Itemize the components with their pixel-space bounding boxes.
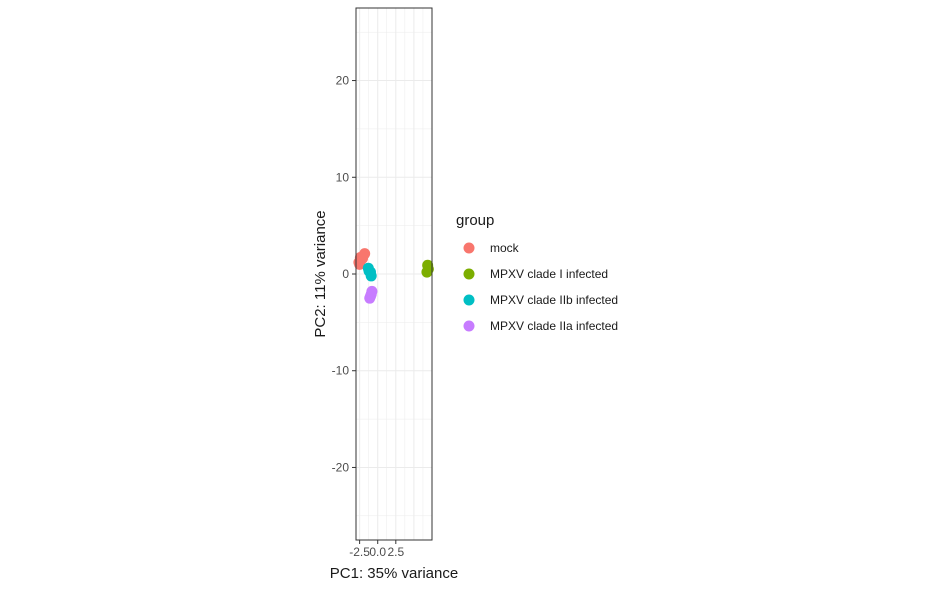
legend-label: MPXV clade IIa infected xyxy=(490,319,618,333)
y-tick-label: 10 xyxy=(336,170,350,184)
legend-label: mock xyxy=(490,241,520,255)
data-point xyxy=(359,248,371,260)
x-tick-label: -2.5 xyxy=(349,545,370,559)
legend-label: MPXV clade I infected xyxy=(490,267,608,281)
y-axis-title: PC2: 11% variance xyxy=(312,210,329,337)
legend-title: group xyxy=(456,212,494,229)
legend-key xyxy=(463,320,475,332)
data-point xyxy=(363,265,375,277)
legend-key xyxy=(463,242,475,254)
data-point xyxy=(364,292,376,304)
y-tick-label: 20 xyxy=(336,74,350,88)
data-point xyxy=(354,258,366,270)
y-tick-label: 0 xyxy=(342,267,349,281)
legend-key xyxy=(463,294,475,306)
legend-label: MPXV clade IIb infected xyxy=(490,293,618,307)
x-tick-label: 0.0 xyxy=(369,545,386,559)
data-points xyxy=(353,248,434,304)
legend-key xyxy=(463,268,475,280)
x-axis-title: PC1: 35% variance xyxy=(330,565,458,582)
axes: -2.5 0.0 2.5 -20 -10 0 10 20 xyxy=(332,74,405,559)
legend: group mock MPXV clade I infected MPXV clad… xyxy=(456,212,618,333)
x-tick-label: 2.5 xyxy=(387,545,404,559)
y-tick-label: -20 xyxy=(332,460,350,474)
data-point xyxy=(422,263,434,275)
y-tick-label: -10 xyxy=(332,364,350,378)
